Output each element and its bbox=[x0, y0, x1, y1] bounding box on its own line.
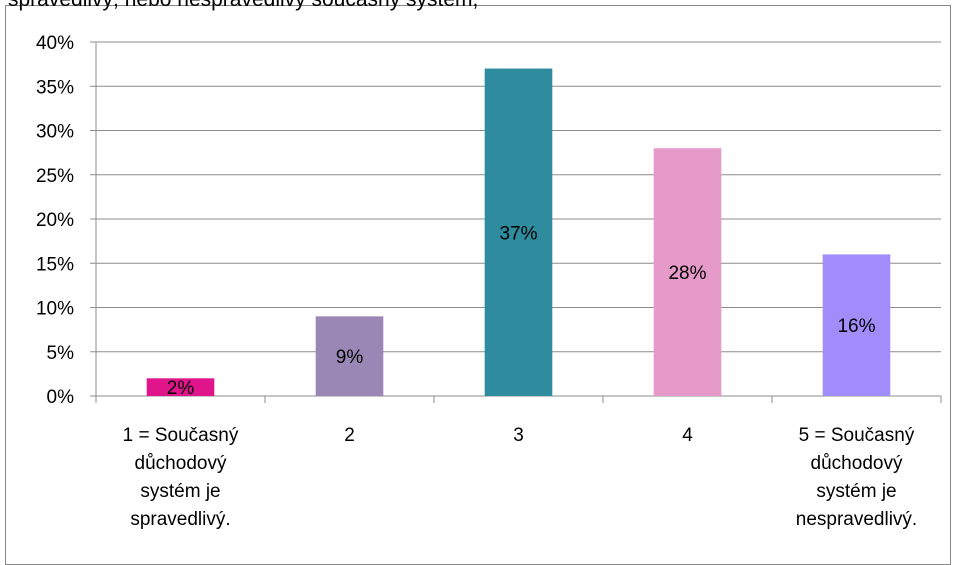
x-tick-label-line: systém je bbox=[140, 481, 220, 502]
y-tick-label: 20% bbox=[36, 210, 74, 231]
y-tick-label: 15% bbox=[36, 254, 74, 275]
data-label: 9% bbox=[336, 347, 364, 368]
y-tick-label: 30% bbox=[36, 122, 74, 143]
bar bbox=[822, 254, 891, 396]
x-tick-label: 3 bbox=[513, 425, 524, 446]
y-tick-label: 0% bbox=[47, 387, 75, 408]
x-tick-label: 4 bbox=[682, 425, 693, 446]
y-tick-label: 25% bbox=[36, 166, 74, 187]
y-tick-label: 10% bbox=[36, 299, 74, 320]
cut-off-header-text: spravedlivý, nebo nespravedlivý současný… bbox=[8, 0, 478, 12]
x-tick-label-line: důchodový bbox=[811, 453, 903, 474]
x-tick-label-line: systém je bbox=[816, 481, 896, 502]
x-tick-label-line: spravedlivý. bbox=[130, 509, 230, 530]
y-tick-label: 5% bbox=[47, 343, 75, 364]
y-tick-label: 40% bbox=[36, 33, 74, 54]
x-tick-label-line: 2 bbox=[344, 425, 355, 446]
x-tick-label-line: 4 bbox=[682, 425, 693, 446]
bar bbox=[315, 316, 384, 396]
data-label: 16% bbox=[837, 316, 875, 337]
bar bbox=[146, 378, 215, 396]
bar bbox=[484, 68, 553, 397]
chart-frame: spravedlivý, nebo nespravedlivý současný… bbox=[5, 0, 951, 565]
bar-chart: 0% 5% 10% 15% 20% 25% 30% 35% 40% 2% 1 = Současný d… bbox=[36, 33, 942, 530]
x-tick-label-line: důchodový bbox=[135, 453, 227, 474]
x-tick-label: 2 bbox=[344, 425, 355, 446]
data-label: 2% bbox=[167, 378, 195, 399]
x-tick-label-line: 5 = Současný bbox=[799, 425, 915, 446]
x-tick-label-line: 3 bbox=[513, 425, 524, 446]
x-tick-label: 1 = Současný důchodový systém je spravedliv… bbox=[123, 425, 239, 530]
data-label: 37% bbox=[499, 223, 537, 244]
y-tick-label: 35% bbox=[36, 77, 74, 98]
data-label: 28% bbox=[668, 263, 706, 284]
x-tick-label-line: 1 = Současný bbox=[123, 425, 239, 446]
bar bbox=[653, 148, 722, 396]
x-tick-label: 5 = Současný důchodový systém je nespravedl… bbox=[796, 425, 917, 530]
x-tick-label-line: nespravedlivý. bbox=[796, 509, 917, 530]
